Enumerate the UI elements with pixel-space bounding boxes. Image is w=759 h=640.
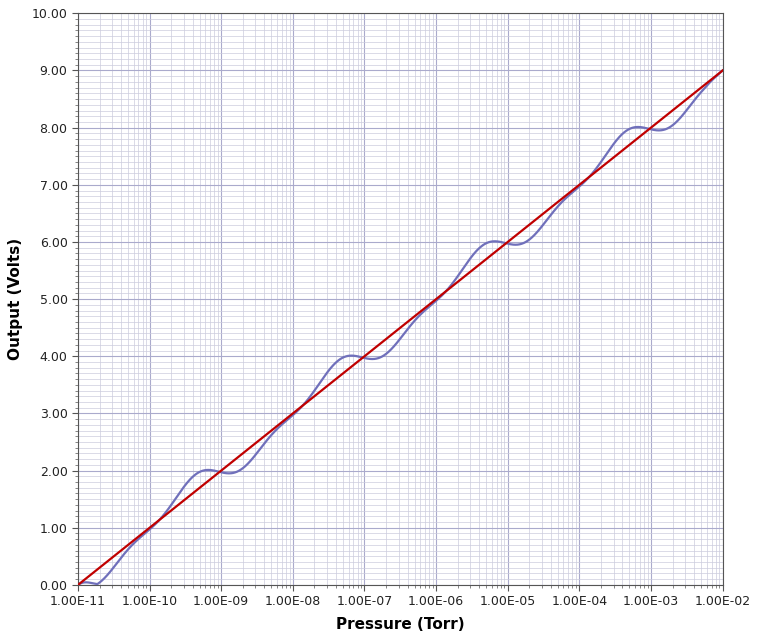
Y-axis label: Output (Volts): Output (Volts) xyxy=(8,238,24,360)
X-axis label: Pressure (Torr): Pressure (Torr) xyxy=(336,617,465,632)
